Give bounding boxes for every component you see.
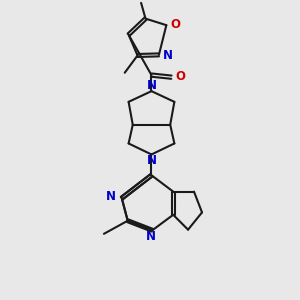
Text: N: N (146, 230, 156, 243)
Text: N: N (146, 79, 157, 92)
Text: N: N (163, 49, 173, 62)
Text: N: N (106, 190, 116, 203)
Text: O: O (170, 18, 180, 31)
Text: O: O (175, 70, 185, 83)
Text: N: N (146, 154, 157, 167)
